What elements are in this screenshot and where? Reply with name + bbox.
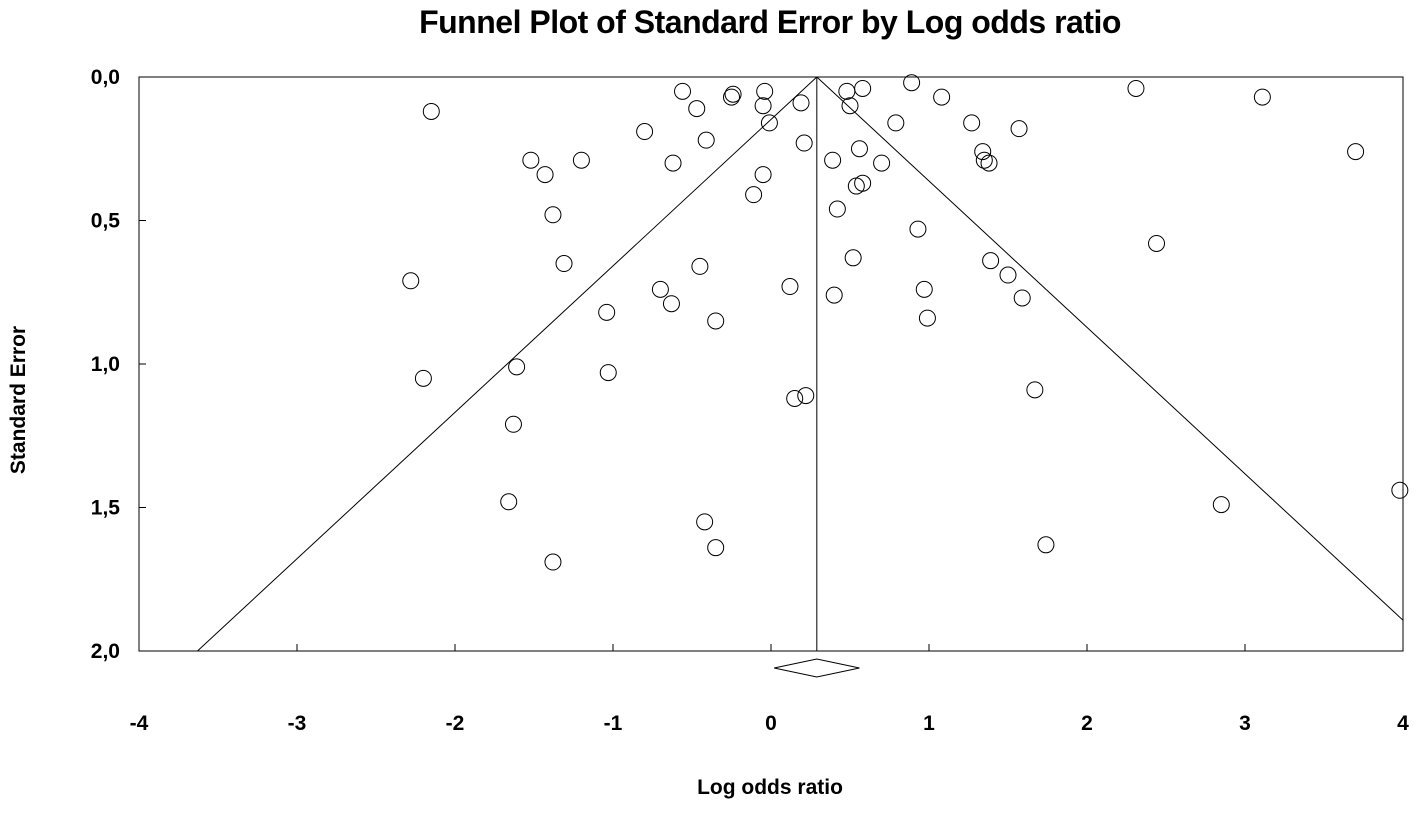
study-point: [980, 154, 998, 172]
study-point: [724, 85, 742, 103]
y-tick-label: 1,5: [91, 497, 121, 520]
study-point: [544, 553, 562, 571]
study-point: [1010, 120, 1028, 138]
study-point: [781, 278, 799, 296]
study-point: [1037, 536, 1055, 554]
study-point: [795, 134, 813, 152]
study-point: [1127, 79, 1145, 97]
study-point: [422, 102, 440, 120]
y-tick-label: 0,5: [91, 210, 121, 233]
study-point: [824, 151, 842, 169]
plot-area-frame: [138, 76, 1404, 652]
funnel-right-line: [816, 77, 1403, 621]
study-point: [873, 154, 891, 172]
y-axis-ticks: 0,0 0,5 1,0 1,5 2,0: [91, 66, 146, 663]
study-point: [1013, 289, 1031, 307]
x-tick-label: 2: [1081, 712, 1093, 735]
x-axis-ticks: -4 -3 -2 -1 0 1 2 3 4: [130, 644, 1409, 735]
x-tick-label: -3: [288, 712, 307, 735]
study-point: [786, 389, 804, 407]
y-tick-label: 0,0: [91, 66, 120, 89]
study-point: [508, 358, 526, 376]
study-point: [1347, 143, 1365, 161]
study-point: [745, 186, 763, 204]
study-point: [723, 88, 740, 106]
study-point: [522, 151, 540, 169]
study-point: [887, 114, 905, 132]
study-point: [975, 151, 993, 169]
y-tick-label: 2,0: [91, 640, 120, 663]
study-point: [838, 82, 856, 100]
summary-diamond-layer: [774, 658, 860, 678]
study-point: [651, 280, 669, 298]
study-point: [674, 82, 692, 100]
study-point: [1026, 381, 1044, 399]
study-point: [792, 94, 810, 112]
x-tick-label: 4: [1397, 712, 1409, 735]
y-tick-label: 1,0: [91, 353, 120, 376]
study-point: [756, 82, 774, 100]
study-point: [999, 266, 1017, 284]
funnel-left-line: [197, 77, 818, 651]
x-tick-label: -4: [130, 712, 149, 735]
study-point: [599, 364, 617, 382]
study-point: [841, 97, 859, 115]
study-point: [598, 303, 616, 321]
study-point: [982, 252, 1000, 270]
study-point: [1148, 234, 1166, 252]
study-point: [1391, 481, 1409, 499]
study-point: [918, 309, 936, 327]
study-point: [760, 114, 778, 132]
study-point: [797, 387, 815, 405]
x-tick-label: -1: [604, 712, 623, 735]
study-point: [555, 255, 573, 273]
study-point: [1253, 88, 1271, 106]
summary-diamond: [774, 658, 860, 678]
study-point: [572, 151, 590, 169]
study-point: [504, 415, 522, 433]
study-point: [696, 513, 714, 531]
study-point: [754, 97, 772, 115]
x-tick-label: -2: [446, 712, 465, 735]
study-point: [828, 200, 846, 218]
chart-title: Funnel Plot of Standard Error by Log odd…: [419, 4, 1121, 40]
study-point: [664, 154, 682, 172]
study-point: [500, 493, 518, 511]
study-point: [707, 312, 725, 330]
study-point: [1212, 496, 1230, 514]
study-point: [854, 79, 872, 97]
funnel-lines: [197, 77, 1403, 651]
study-point: [688, 100, 706, 118]
study-point: [903, 74, 921, 92]
study-point: [697, 131, 715, 149]
study-point: [847, 177, 865, 195]
x-tick-label: 1: [923, 712, 935, 735]
x-tick-label: 0: [765, 712, 777, 735]
study-point: [915, 280, 933, 298]
study-point: [963, 114, 981, 132]
x-tick-label: 3: [1239, 712, 1251, 735]
study-point: [402, 272, 420, 290]
study-points: [402, 74, 1409, 571]
study-point: [707, 539, 725, 557]
x-axis-label: Log odds ratio: [697, 776, 843, 799]
study-point: [414, 369, 432, 387]
study-point: [636, 123, 654, 141]
study-point: [825, 286, 843, 304]
study-point: [544, 206, 562, 224]
study-point: [662, 295, 680, 313]
study-point: [850, 140, 868, 158]
study-point: [754, 166, 772, 184]
study-point: [854, 174, 872, 192]
study-point: [691, 257, 709, 275]
study-point: [536, 166, 554, 184]
study-point: [909, 220, 927, 238]
study-point: [933, 88, 951, 106]
study-point: [974, 143, 992, 161]
study-point: [844, 249, 862, 267]
